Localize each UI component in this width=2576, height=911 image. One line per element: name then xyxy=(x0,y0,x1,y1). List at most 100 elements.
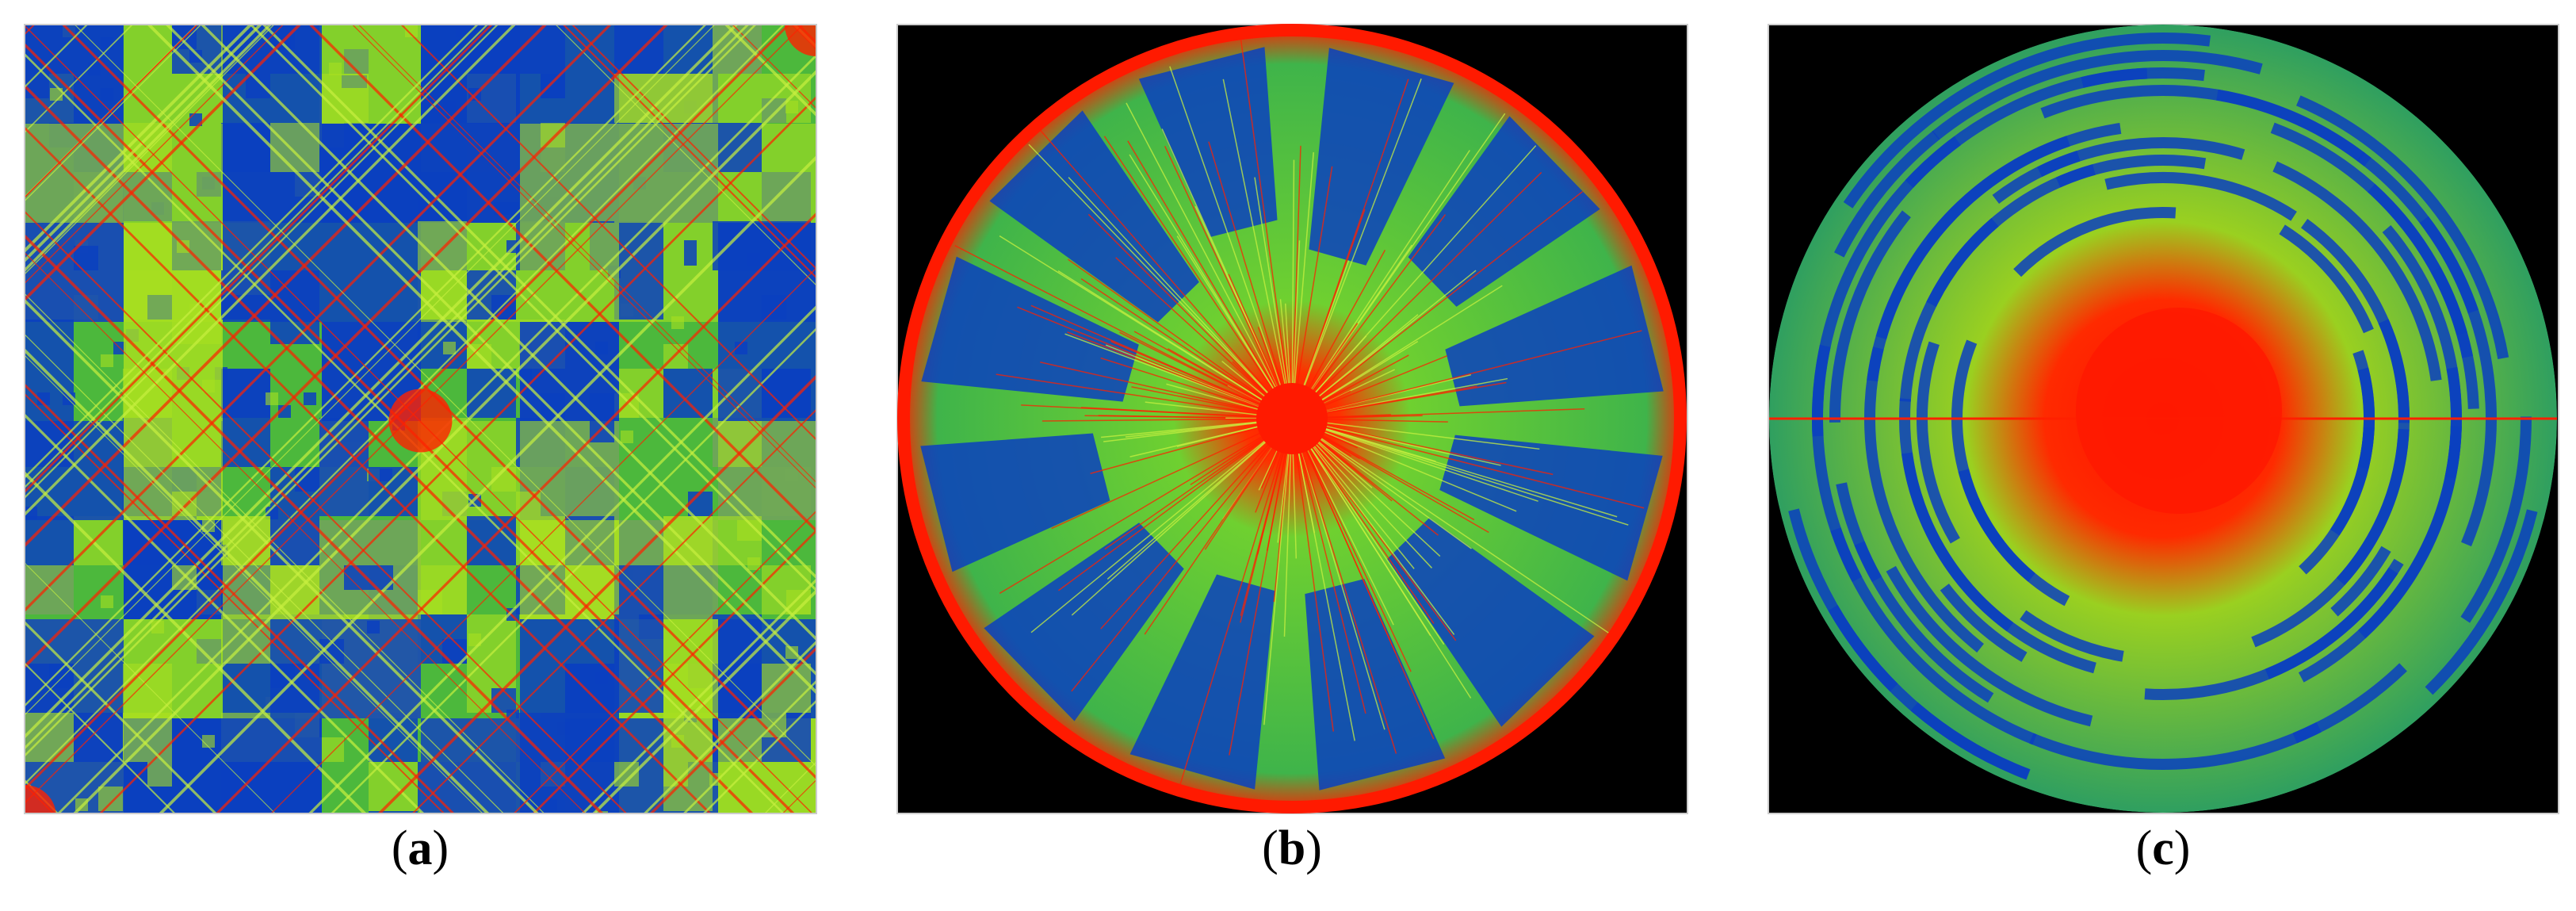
texture-line xyxy=(262,25,816,580)
texture-ray xyxy=(1291,159,1295,419)
texture-block xyxy=(25,713,74,762)
texture-ray xyxy=(1291,418,1455,635)
texture-block xyxy=(663,516,713,565)
texture-block xyxy=(25,516,74,565)
texture-block xyxy=(418,467,467,516)
texture-ring xyxy=(1843,33,2211,209)
texture-ray xyxy=(1291,418,1394,626)
texture-line xyxy=(25,25,516,517)
label-open: ( xyxy=(1262,821,1278,875)
texture-ring xyxy=(2251,428,2410,648)
texture-ray xyxy=(1254,177,1293,419)
texture-block xyxy=(468,633,481,646)
texture-ray xyxy=(1222,78,1293,419)
texture-block xyxy=(614,25,663,74)
texture-ray xyxy=(1291,418,1334,732)
texture-line xyxy=(649,646,816,813)
texture-ring xyxy=(1836,482,1882,583)
texture-line xyxy=(25,25,202,202)
texture-ray xyxy=(1041,418,1293,422)
texture-ring xyxy=(2368,183,2467,335)
texture-ring xyxy=(2272,161,2442,381)
texture-ring xyxy=(2081,67,2205,88)
texture-ray xyxy=(1291,418,1489,534)
texture-line xyxy=(147,25,816,695)
texture-line xyxy=(352,25,816,490)
texture-ray xyxy=(1291,214,1447,419)
texture-ring xyxy=(2301,218,2410,423)
texture-block xyxy=(671,316,684,329)
texture-wedge xyxy=(989,110,1199,323)
texture-line xyxy=(581,578,816,813)
texture-block xyxy=(123,664,172,713)
texture-block xyxy=(595,672,608,684)
texture-line xyxy=(330,327,816,813)
texture-wedge xyxy=(921,256,1139,402)
texture-ring xyxy=(2029,722,2322,770)
texture-line xyxy=(158,155,816,813)
texture-ray xyxy=(1030,418,1293,633)
texture-ray xyxy=(1067,331,1293,419)
texture-ray xyxy=(1103,136,1293,419)
texture-block xyxy=(713,516,762,565)
texture-block xyxy=(467,369,516,418)
texture-block xyxy=(25,565,74,614)
texture-line xyxy=(400,25,816,442)
texture-line xyxy=(308,304,816,813)
texture-ring xyxy=(1917,341,1960,544)
texture-ray xyxy=(1291,418,1385,730)
texture-ray xyxy=(1067,258,1293,419)
label-letter: a xyxy=(408,821,433,875)
texture-block xyxy=(718,322,816,421)
texture-line xyxy=(25,251,587,813)
texture-block xyxy=(762,295,786,320)
texture-block xyxy=(124,124,223,223)
texture-line xyxy=(25,25,493,494)
texture-ring xyxy=(1940,584,2028,662)
texture-block xyxy=(74,246,98,270)
texture-ray xyxy=(1291,418,1645,509)
label-close: ) xyxy=(2174,821,2191,875)
texture-ray xyxy=(1291,285,1503,419)
texture-line xyxy=(25,25,757,757)
texture-line xyxy=(25,298,540,813)
texture-block xyxy=(663,664,713,713)
label-open: ( xyxy=(2136,821,2153,875)
texture-line xyxy=(215,212,816,813)
texture-block xyxy=(123,713,172,762)
texture-block xyxy=(202,735,215,748)
texture-ring xyxy=(2013,207,2177,278)
texture-line xyxy=(25,25,275,275)
texture-block xyxy=(319,467,369,516)
texture-ring xyxy=(2419,216,2497,547)
texture-wedge xyxy=(1387,517,1595,727)
texture-line xyxy=(682,679,816,813)
texture-block xyxy=(380,469,392,481)
texture-wedge xyxy=(1138,47,1278,238)
texture-block xyxy=(74,516,123,565)
texture-block xyxy=(304,392,316,405)
texture-ray xyxy=(1291,330,1642,419)
texture-ring xyxy=(2020,610,2124,662)
texture-block xyxy=(421,25,520,124)
texture-ray xyxy=(1115,257,1293,419)
texture-line xyxy=(25,25,785,786)
texture-block xyxy=(614,270,663,320)
texture-ring xyxy=(2296,95,2509,359)
texture-spot xyxy=(388,389,453,453)
texture-block xyxy=(223,25,322,124)
texture-ring xyxy=(1875,122,2122,339)
texture-ray xyxy=(1291,171,1542,419)
panel-label: (a) xyxy=(392,821,449,875)
texture-ray xyxy=(1291,190,1584,419)
texture-ray xyxy=(1283,418,1293,637)
texture-block xyxy=(25,223,124,322)
texture-ray xyxy=(1051,418,1293,530)
texture-ring xyxy=(2279,224,2374,334)
texture-line xyxy=(62,25,816,780)
texture-line xyxy=(72,69,816,813)
texture-ray xyxy=(1291,78,1409,419)
texture-line xyxy=(25,25,488,489)
texture-block xyxy=(663,369,713,418)
texture-line xyxy=(25,25,262,263)
